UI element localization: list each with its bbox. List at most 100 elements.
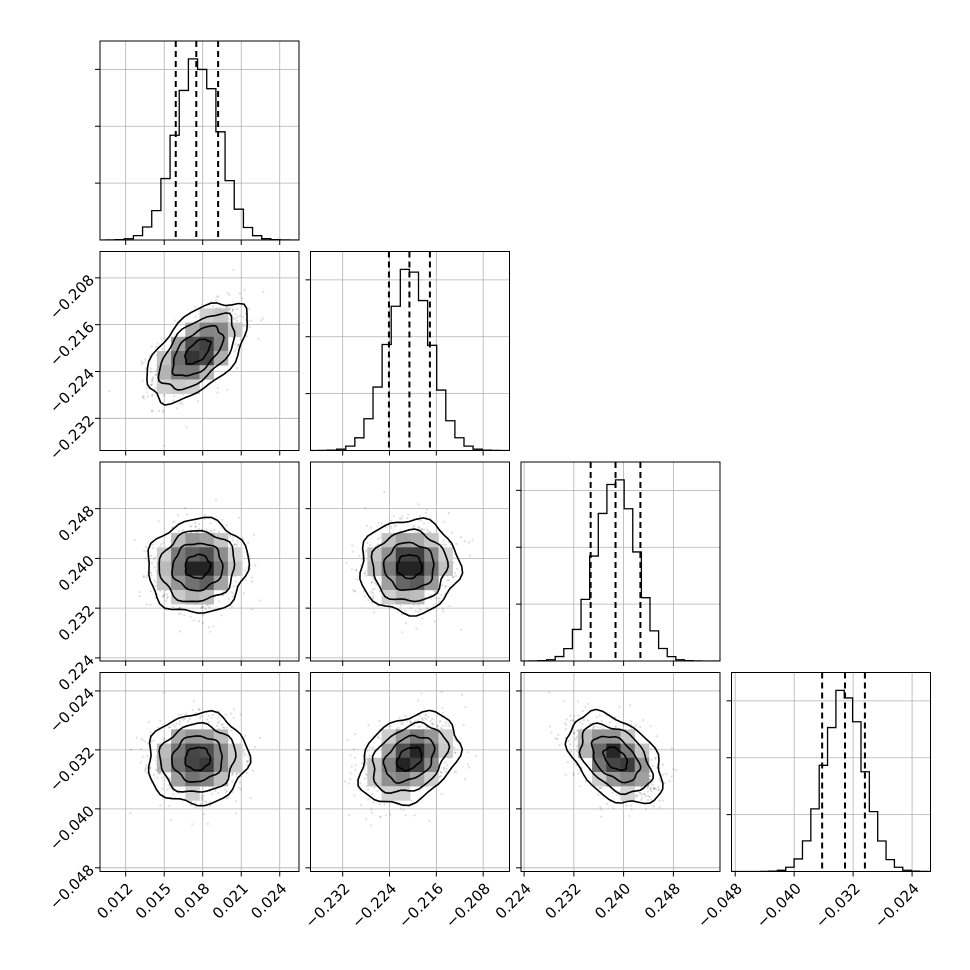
scatter-point [365,785,368,788]
scatter-point [605,802,609,806]
scatter-point [135,736,138,739]
scatter-point [231,595,234,598]
scatter-point [241,297,244,300]
scatter-point [198,620,201,623]
scatter-point [400,517,403,520]
scatter-point [564,727,568,731]
scatter-point [166,597,169,600]
scatter-point [405,719,409,723]
contour-0 [184,553,212,580]
scatter-point [640,798,643,802]
scatter-point [596,725,599,728]
scatter-point [456,567,459,571]
scatter-point [143,769,146,772]
scatter-point [354,590,357,593]
contour-0 [184,746,212,772]
scatter-point [260,319,263,322]
scatter-point [243,569,247,572]
xtick-label: 0.021 [209,880,252,923]
scatter-point [227,796,230,799]
ytick-label: 0.240 [55,552,98,595]
scatter-point [169,726,172,729]
scatter-point [161,787,164,790]
scatter-point [572,731,576,735]
scatter-point [650,758,653,762]
scatter-point [377,521,380,524]
density-cell [185,757,200,773]
scatter-point [146,754,149,758]
scatter-point [231,790,234,794]
scatter-point [233,543,236,546]
panel-content [100,251,299,451]
scatter-point [158,545,162,548]
scatter-point [410,799,413,802]
scatter-point [658,777,661,781]
scatter-point [377,543,380,546]
grid [100,41,299,240]
scatter-point [189,525,192,528]
scatter-point [194,315,197,318]
scatter-point [230,605,233,608]
scatter-point [447,578,450,582]
scatter-point [451,576,455,579]
density-cell [185,589,200,605]
scatter-point [429,597,433,600]
scatter-point [655,788,658,791]
scatter-point [373,786,376,789]
scatter-point [598,787,602,790]
scatter-point [141,396,144,399]
scatter-point [417,610,420,613]
scatter-point [424,714,427,717]
scatter-point [425,718,428,721]
scatter-point [584,706,587,709]
panel-frame [310,251,510,451]
scatter-point [397,726,400,729]
scatter-point [185,712,188,715]
scatter-point [245,760,248,763]
scatter-point [418,608,421,611]
scatter-point [175,722,178,725]
scatter-point [440,792,443,795]
scatter-point [202,813,206,816]
scatter-point [348,813,351,817]
histogram-1 [310,268,510,451]
scatter-point [440,771,443,774]
scatter-point [158,772,161,775]
scatter-point [208,800,211,804]
scatter-point [675,769,678,772]
scatter-point [618,706,621,709]
scatter-point [247,307,251,310]
xtick-label: 0.240 [591,880,634,923]
xtick-label: 0.024 [247,880,290,923]
panel-frame [520,461,721,662]
contour-1 [171,324,225,377]
scatter-point [448,604,451,607]
scatter-point [630,808,633,811]
scatter-point [358,554,361,557]
scatter-point [198,708,201,711]
scatter-point [249,796,252,800]
scatter-point [140,363,144,366]
scatter-point [573,732,576,735]
scatter-point [595,716,598,719]
scatter-point [366,749,369,752]
scatter-point [468,554,471,557]
density-cell [213,336,229,352]
scatter-point [129,812,132,815]
scatter-point [653,786,656,790]
scatter-point [162,738,165,742]
scatter-point [445,764,448,767]
scatter-point [150,571,153,574]
scatter-point [152,773,156,777]
scatter-point [172,724,175,727]
density-cell [634,772,650,787]
scatter-point [159,589,162,593]
scatter-point [183,613,186,617]
scatter-point [152,739,156,742]
panel-content [521,462,720,661]
scatter-point [244,578,247,581]
scatter-point [628,814,631,818]
scatter-point [420,528,424,531]
scatter-point [234,348,237,351]
scatter-point [417,530,420,533]
